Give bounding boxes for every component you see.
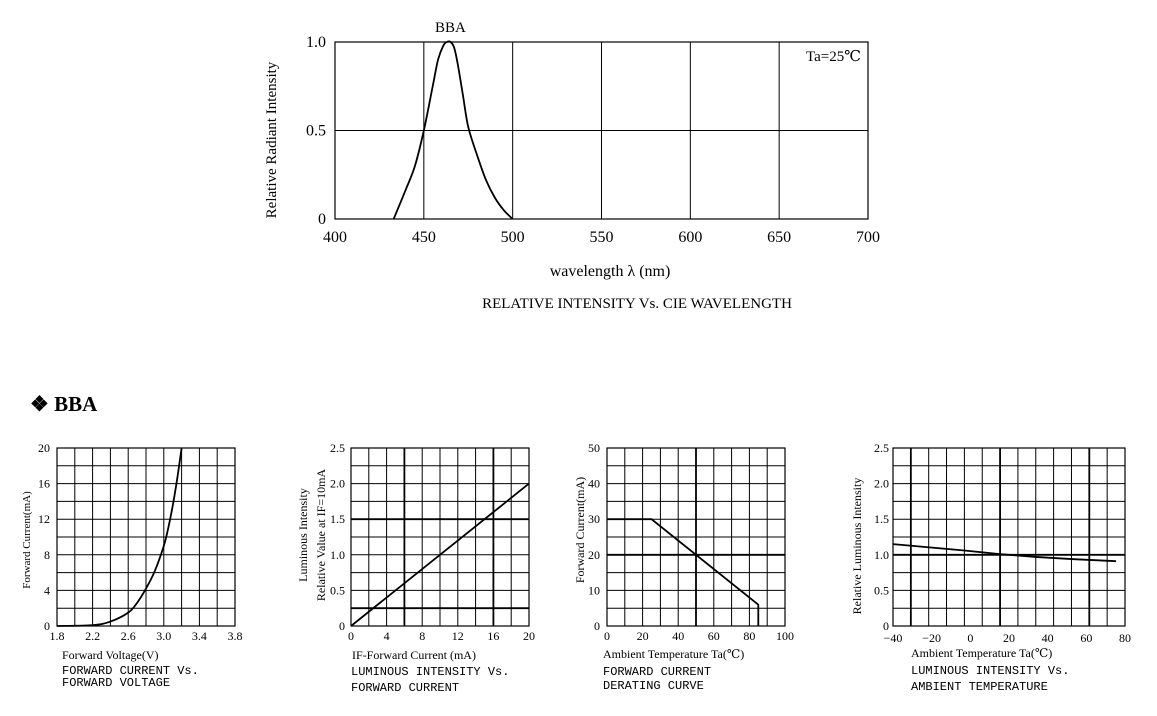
chart5-plot-frame <box>892 447 1126 627</box>
chart3-y-tick-label: 0 <box>339 619 345 633</box>
chart3-plot-frame <box>350 447 530 627</box>
chart1-x-tick-label: 550 <box>590 229 614 246</box>
chart3-y-tick-label: 1.5 <box>330 512 345 526</box>
chart3-y-tick-label: 1.0 <box>330 548 345 562</box>
chart1-plot-frame <box>334 41 869 220</box>
chart1-x-tick-label: 650 <box>767 229 791 246</box>
chart1-x-tick-label: 700 <box>856 229 880 246</box>
chart4-x-tick-label: 60 <box>708 629 720 643</box>
chart5-x-tick-label: 40 <box>1042 631 1054 645</box>
chart3-x-tick-label: 8 <box>419 629 425 643</box>
chart5-y-tick-label: 1.0 <box>874 548 889 562</box>
chart4-x-tick-label: 100 <box>776 629 794 643</box>
chart2-series-line <box>56 447 183 627</box>
chart3-x-tick-label: 0 <box>348 629 354 643</box>
chart4-x-tick-label: 80 <box>743 629 755 643</box>
chart5-x-tick-label: −20 <box>922 631 941 645</box>
chart2-y-tick-label: 16 <box>38 477 50 491</box>
chart5-y-tick-label: 2.5 <box>874 441 889 455</box>
chart5-x-axis-label: Ambient Temperature Ta(℃) <box>911 646 1052 660</box>
chart2-y-tick-label: 8 <box>44 548 50 562</box>
chart2-x-tick-label: 3.4 <box>192 629 207 643</box>
chart3-x-tick-label: 4 <box>384 629 390 643</box>
chart2-y-axis-label: Forward Current(mA) <box>21 491 33 589</box>
chart5-y-tick-label: 1.5 <box>874 512 889 526</box>
chart5-x-tick-label: 20 <box>1003 631 1015 645</box>
chart4-chart-title: FORWARD CURRENT <box>603 665 711 679</box>
chart5-y-tick-label: 0.5 <box>874 583 889 597</box>
chart1-temperature-annotation: Ta=25℃ <box>806 49 861 65</box>
chart4-y-tick-label: 20 <box>588 548 600 562</box>
chart1-y-tick-label: 1.0 <box>306 34 326 51</box>
chart3-series-line <box>350 482 530 627</box>
chart5-y-tick-label: 2.0 <box>874 477 889 491</box>
chart1-series-line <box>392 40 514 220</box>
chart5-series-line <box>892 543 1117 563</box>
chart1-x-tick-label: 600 <box>678 229 702 246</box>
chart1-series-label: BBA <box>435 20 466 36</box>
chart2-plot-frame <box>56 447 236 627</box>
chart2-y-tick-label: 20 <box>38 441 50 455</box>
chart5-y-tick-label: 0 <box>883 619 889 633</box>
chart2-x-tick-label: 1.8 <box>50 629 65 643</box>
chart3-x-tick-label: 16 <box>487 629 499 643</box>
section-title: BBA <box>54 392 98 416</box>
chart5-x-tick-label: −40 <box>884 631 903 645</box>
chart4-y-tick-label: 40 <box>588 477 600 491</box>
chart5-x-tick-label: 0 <box>967 631 973 645</box>
chart4-x-tick-label: 20 <box>637 629 649 643</box>
chart1-y-axis-label: Relative Radiant Intensity <box>264 61 280 218</box>
chart2-x-tick-label: 3.8 <box>228 629 243 643</box>
chart5-x-tick-label: 80 <box>1119 631 1131 645</box>
chart1-y-tick-label: 0.5 <box>306 123 326 140</box>
chart4-series-line <box>607 518 760 626</box>
diamond-bullet-icon: ❖ <box>30 392 49 416</box>
chart5-chart-title: LUMINOUS INTENSITY Vs. <box>911 664 1069 678</box>
chart3-y-tick-label: 2.0 <box>330 477 345 491</box>
chart2-x-tick-label: 2.6 <box>121 629 136 643</box>
chart1-y-tick-label: 0 <box>318 211 326 228</box>
chart3-y-axis-label: Luminous Intensity <box>296 488 310 582</box>
chart4-y-tick-label: 10 <box>588 583 600 597</box>
chart1-chart-title: RELATIVE INTENSITY Vs. CIE WAVELENGTH <box>482 296 792 312</box>
chart1-x-tick-label: 500 <box>501 229 525 246</box>
chart3-y-axis-label: Relative Value at IF=10mA <box>314 469 328 602</box>
chart5-chart-title: AMBIENT TEMPERATURE <box>911 680 1048 694</box>
chart2-x-tick-label: 3.0 <box>156 629 171 643</box>
chart5-x-tick-label: 60 <box>1080 631 1092 645</box>
chart1-x-tick-label: 400 <box>323 229 347 246</box>
chart3-y-tick-label: 2.5 <box>330 441 345 455</box>
chart4-y-tick-label: 0 <box>594 619 600 633</box>
chart4-x-tick-label: 40 <box>672 629 684 643</box>
chart4-x-axis-label: Ambient Temperature Ta(℃) <box>603 647 744 661</box>
chart1-x-axis-label: wavelength λ (nm) <box>550 263 671 280</box>
chart2-x-axis-label: Forward Voltage(V) <box>62 648 159 662</box>
chart2-chart-title: FORWARD VOLTAGE <box>62 676 170 690</box>
chart4-y-axis-label: Forward Current(mA) <box>573 477 587 583</box>
chart3-chart-title: LUMINOUS INTENSITY Vs. <box>351 665 509 679</box>
chart3-x-axis-label: IF-Forward Current (mA) <box>352 648 476 662</box>
chart3-chart-title: FORWARD CURRENT <box>351 681 459 695</box>
section-heading: ❖ BBA <box>30 392 97 417</box>
chart4-x-tick-label: 0 <box>604 629 610 643</box>
chart2-y-tick-label: 12 <box>38 512 50 526</box>
chart1-x-tick-label: 450 <box>412 229 436 246</box>
chart2-chart-title: FORWARD CURRENT Vs. <box>62 664 199 678</box>
chart4-chart-title: DERATING CURVE <box>603 679 704 693</box>
chart3-x-tick-label: 12 <box>452 629 464 643</box>
chart4-plot-frame <box>606 447 786 627</box>
chart2-y-tick-label: 4 <box>44 583 50 597</box>
chart4-y-tick-label: 30 <box>588 512 600 526</box>
chart5-y-axis-label: Relative Luminous Intensity <box>850 478 864 615</box>
chart3-y-tick-label: 0.5 <box>330 583 345 597</box>
chart4-y-tick-label: 50 <box>588 441 600 455</box>
chart2-y-tick-label: 0 <box>44 619 50 633</box>
chart2-x-tick-label: 2.2 <box>85 629 100 643</box>
chart3-x-tick-label: 20 <box>523 629 535 643</box>
